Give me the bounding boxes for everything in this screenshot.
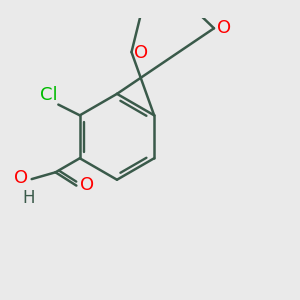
Text: O: O [80,176,94,194]
Text: H: H [22,189,34,207]
Text: O: O [134,44,148,62]
Text: O: O [217,19,231,37]
Text: O: O [14,169,28,188]
Text: Cl: Cl [40,85,57,103]
